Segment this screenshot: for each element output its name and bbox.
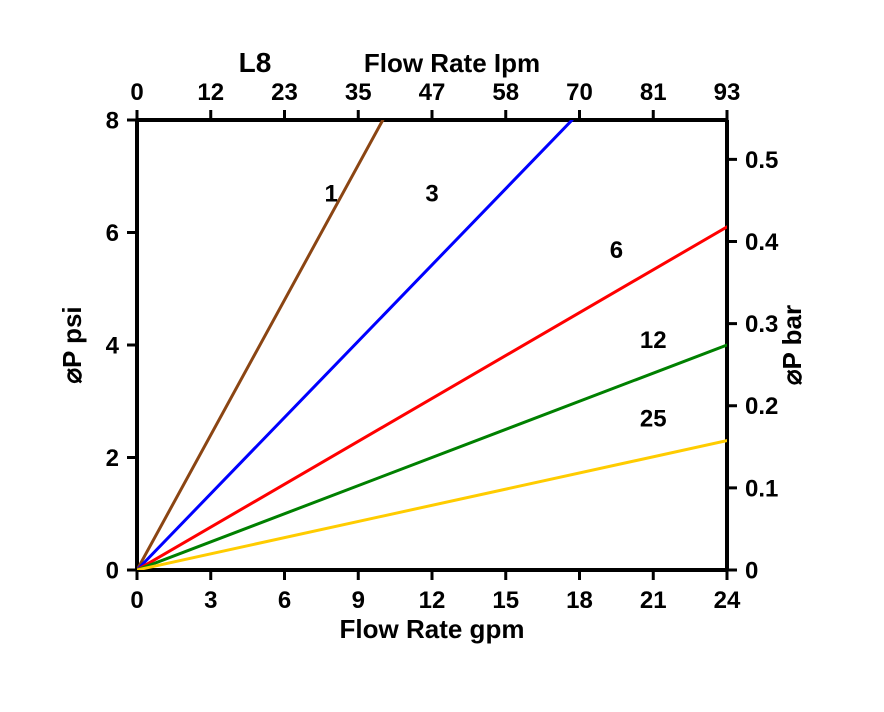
x-bottom-tick-label: 24 — [714, 587, 741, 614]
x-bottom-tick-label: 3 — [204, 587, 217, 614]
x-top-tick-label: 12 — [197, 79, 224, 106]
x-bottom-tick-label: 0 — [130, 587, 143, 614]
x-top-tick-label: 58 — [492, 79, 519, 106]
series-line-3 — [137, 120, 572, 570]
x-bottom-tick-label: 18 — [566, 587, 593, 614]
y-right-tick-label: 0.3 — [745, 311, 778, 338]
pressure-drop-chart: 03691215182124Flow Rate gpm0122335475870… — [0, 0, 884, 712]
series-line-6 — [137, 227, 727, 570]
y-left-tick-label: 4 — [106, 332, 120, 359]
chart-svg: 03691215182124Flow Rate gpm0122335475870… — [0, 0, 884, 712]
chart-indicator: L8 — [239, 47, 272, 78]
x-bottom-axis-label: Flow Rate gpm — [340, 614, 525, 644]
x-top-tick-label: 35 — [345, 79, 372, 106]
y-left-axis-label: ⌀P psi — [57, 306, 87, 383]
y-right-tick-label: 0.1 — [745, 475, 778, 502]
series-label-3: 3 — [425, 181, 438, 208]
x-bottom-tick-label: 21 — [640, 587, 667, 614]
series-label-25: 25 — [640, 406, 667, 433]
series-line-25 — [137, 441, 727, 570]
y-left-tick-label: 2 — [106, 445, 119, 472]
x-top-tick-label: 70 — [566, 79, 593, 106]
y-right-axis-label: ⌀P bar — [777, 305, 807, 385]
x-bottom-tick-label: 12 — [419, 587, 446, 614]
y-right-tick-label: 0.5 — [745, 147, 778, 174]
y-right-tick-label: 0.4 — [745, 229, 779, 256]
x-top-tick-label: 47 — [419, 79, 446, 106]
x-bottom-tick-label: 6 — [278, 587, 291, 614]
series-label-12: 12 — [640, 327, 667, 354]
x-top-tick-label: 0 — [130, 79, 143, 106]
y-right-tick-label: 0 — [745, 557, 758, 584]
y-right-tick-label: 0.2 — [745, 393, 778, 420]
x-top-axis-label: Flow Rate Ipm — [364, 48, 540, 78]
x-top-tick-label: 23 — [271, 79, 298, 106]
x-bottom-tick-label: 9 — [352, 587, 365, 614]
series-label-1: 1 — [325, 181, 338, 208]
x-top-tick-label: 93 — [714, 79, 741, 106]
series-line-12 — [137, 345, 727, 570]
y-left-tick-label: 6 — [106, 220, 119, 247]
series-line-1 — [137, 120, 383, 570]
y-left-tick-label: 0 — [106, 557, 119, 584]
series-label-6: 6 — [610, 237, 623, 264]
y-left-tick-label: 8 — [106, 107, 119, 134]
x-top-tick-label: 81 — [640, 79, 667, 106]
x-bottom-tick-label: 15 — [492, 587, 519, 614]
